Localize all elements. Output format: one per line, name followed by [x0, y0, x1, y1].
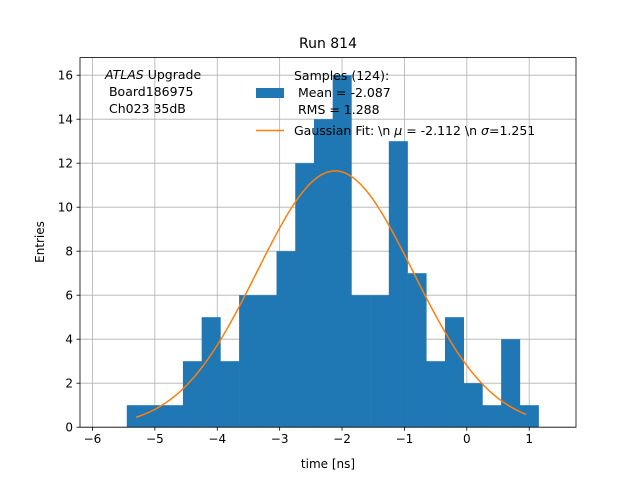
y-tick-label-5: 10 — [58, 201, 73, 215]
y-axis-label: Entries — [33, 221, 47, 263]
legend-fit-prefix: Gaussian Fit: \n — [294, 123, 394, 138]
x-axis-label: time [ns] — [301, 457, 355, 471]
histogram-bar-15 — [407, 273, 427, 428]
annotation-atlas: ATLAS — [104, 67, 144, 82]
y-tick-label-1: 2 — [65, 377, 73, 391]
histogram-bar-17 — [444, 317, 464, 428]
plot-frame — [79, 57, 577, 428]
histogram-bar-3 — [182, 361, 202, 428]
legend-fit-mu: μ — [393, 123, 402, 138]
histogram-bar-21 — [519, 405, 539, 428]
legend-fit-sigma: σ — [481, 123, 490, 138]
histogram-bar-10 — [313, 119, 333, 428]
histogram-bar-9 — [295, 163, 315, 428]
x-tick-label-1: −5 — [146, 432, 164, 446]
fit-curve-group — [135, 170, 527, 418]
histogram-bar-8 — [276, 251, 296, 428]
histogram-bar-20 — [501, 339, 521, 428]
gaussian-fit-curve — [135, 170, 527, 418]
annotation-line-1: ATLAS Upgrade — [104, 67, 201, 82]
histogram-bar-13 — [370, 295, 390, 428]
y-tick-label-0: 0 — [65, 421, 73, 435]
y-tick-label-7: 14 — [58, 113, 73, 127]
legend-histogram-swatch — [256, 88, 284, 98]
annotation-line-3: Ch023 35dB — [105, 101, 186, 116]
x-axis-ticks: −6 −5 −4 −3 −2 −1 0 1 — [84, 427, 533, 446]
legend-fit-label: Gaussian Fit: \n μ = -2.112 \n σ=1.251 — [294, 123, 535, 138]
atlas-annotation: ATLAS Upgrade Board186975 Ch023 35dB — [104, 67, 201, 116]
histogram-bars — [126, 75, 539, 428]
histogram-bar-16 — [426, 361, 446, 428]
x-tick-label-3: −3 — [271, 432, 289, 446]
legend-histogram-line-1: Samples (124): — [294, 68, 389, 83]
legend-histogram-line-3: RMS = 1.288 — [294, 102, 380, 117]
histogram-bar-4 — [201, 317, 221, 428]
x-tick-label-4: −2 — [333, 432, 351, 446]
chart-title: Run 814 — [299, 36, 357, 52]
histogram-bar-18 — [463, 383, 483, 428]
y-tick-label-2: 4 — [65, 333, 73, 347]
annotation-line-2: Board186975 — [105, 84, 193, 99]
legend-fit-middle: = -2.112 \n — [402, 123, 481, 138]
legend: Samples (124): Mean = -2.087 RMS = 1.288… — [256, 68, 535, 138]
histogram-bar-5 — [220, 361, 240, 428]
legend-histogram-line-2: Mean = -2.087 — [294, 85, 391, 100]
histogram-bar-0 — [126, 405, 146, 428]
annotation-upgrade: Upgrade — [144, 67, 202, 82]
histogram-bar-6 — [239, 295, 259, 428]
x-tick-label-7: 1 — [525, 432, 533, 446]
histogram-bar-1 — [145, 405, 165, 428]
y-tick-label-6: 12 — [58, 157, 73, 171]
y-tick-label-3: 6 — [65, 289, 73, 303]
histogram-bar-2 — [164, 405, 184, 428]
legend-fit-suffix: =1.251 — [489, 123, 535, 138]
histogram-bar-19 — [482, 405, 502, 428]
y-tick-label-8: 16 — [58, 69, 73, 83]
histogram-bar-12 — [351, 295, 371, 428]
y-tick-label-4: 8 — [65, 245, 73, 259]
x-tick-label-5: −1 — [396, 432, 414, 446]
histogram-bar-11 — [332, 75, 352, 428]
histogram-bar-14 — [388, 141, 408, 428]
x-tick-label-0: −6 — [84, 432, 102, 446]
y-axis-ticks: 0 2 4 6 8 10 12 14 16 — [58, 69, 80, 435]
x-tick-label-6: 0 — [463, 432, 471, 446]
histogram-bar-7 — [257, 295, 277, 428]
x-tick-label-2: −4 — [208, 432, 226, 446]
